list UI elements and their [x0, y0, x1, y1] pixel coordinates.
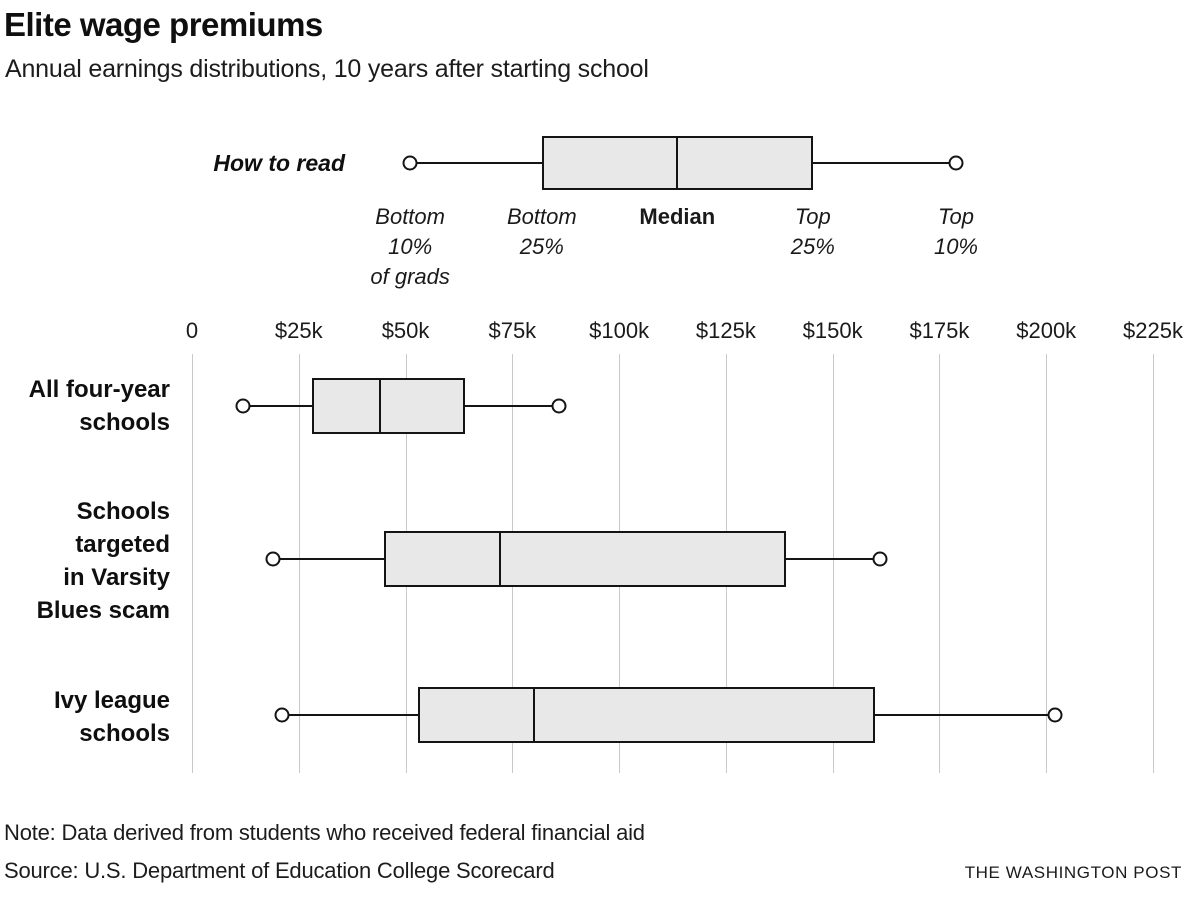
legend-annotation: Median [639, 204, 716, 229]
x-axis-tick: $225k [1123, 318, 1183, 343]
legend-annotation: Bottom 25% [506, 204, 577, 259]
gridline [298, 354, 300, 773]
boxplot-row [192, 687, 1153, 743]
legend-median-line [676, 136, 679, 190]
whisker-low-line [281, 714, 419, 716]
iqr-box [384, 531, 786, 587]
legend-whisker-right [812, 162, 956, 164]
whisker-high-cap-icon [872, 551, 888, 567]
whisker-high-line [875, 714, 1055, 716]
legend-annotations: Bottom 10% of grads Bottom 25% Median Top 25% To… [192, 202, 1153, 302]
page-title: Elite wage premiums [4, 6, 323, 43]
whisker-low-cap-icon [265, 551, 281, 567]
legend-whisker-low-cap-icon [402, 155, 418, 171]
x-axis-tick: $100k [589, 318, 650, 343]
whisker-high-line [785, 558, 880, 560]
gridline [1046, 354, 1048, 773]
x-axis-tick: $150k [802, 318, 863, 343]
publisher-credit: THE WASHINGTON POST [964, 863, 1182, 882]
row-label: Schools targeted in Varsity Blues scam [36, 498, 170, 624]
whisker-low-line [243, 405, 312, 407]
median-line [532, 687, 535, 743]
source-row: Source: U.S. Department of Education Col… [4, 858, 1182, 884]
x-axis: 0 $25k $50k $75k $100k $125k $150k $175k $200k $2… [186, 318, 1183, 348]
x-axis-tick: $50k [381, 318, 430, 343]
plot-area [192, 354, 1154, 773]
whisker-low-cap-icon [274, 707, 290, 723]
x-axis-tick: $75k [488, 318, 537, 343]
chart-note: Note: Data derived from students who rec… [4, 820, 645, 845]
legend-whisker-left [410, 162, 542, 164]
legend-annotation: Top 10% [933, 204, 979, 259]
whisker-low-line [273, 558, 385, 560]
whisker-high-cap-icon [1047, 707, 1063, 723]
gridline [192, 354, 193, 773]
iqr-box [418, 687, 876, 743]
legend-whisker-high-cap-icon [948, 155, 964, 171]
row-label: Ivy league schools [53, 687, 170, 747]
boxplot-row [192, 378, 1153, 434]
whisker-high-cap-icon [551, 398, 567, 414]
gridline [1153, 354, 1154, 773]
median-line [378, 378, 381, 434]
row-label: All four-year schools [28, 376, 170, 436]
legend-annotation: Top 25% [790, 204, 835, 259]
legend-annotation: Bottom 10% of grads [370, 204, 450, 289]
x-axis-tick: $200k [1016, 318, 1077, 343]
whisker-low-cap-icon [235, 398, 251, 414]
gridline [939, 354, 941, 773]
iqr-box [311, 378, 466, 434]
chart-source: Source: U.S. Department of Education Col… [4, 858, 555, 883]
boxplot-row [192, 531, 1153, 587]
median-line [498, 531, 501, 587]
x-axis-tick: $175k [909, 318, 970, 343]
x-axis-tick: $25k [274, 318, 323, 343]
whisker-high-line [465, 405, 560, 407]
how-to-read-label: How to read [213, 150, 345, 176]
gridline [832, 354, 834, 773]
x-axis-tick: 0 [185, 318, 199, 343]
x-axis-tick: $125k [695, 318, 756, 343]
page-subtitle: Annual earnings distributions, 10 years … [5, 55, 649, 83]
legend-sample-boxplot [192, 136, 1153, 190]
